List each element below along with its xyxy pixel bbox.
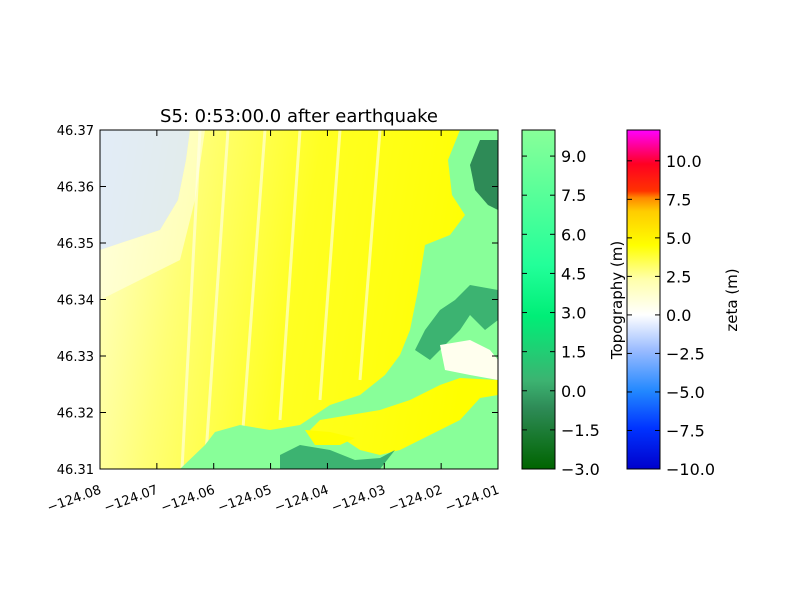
topography-colorbar-tick-label: 9.0 [561, 147, 586, 166]
land-east [180, 130, 498, 469]
zeta-colorbar: −10.0 −7.5 −5.0 −2.5 0.0 2.5 5.0 7.5 10.0 zeta (… [626, 129, 741, 479]
y-tick-label: 46.34 [57, 294, 94, 309]
land-channel [305, 430, 355, 445]
x-tick-label: −124.07 [102, 483, 160, 516]
offshore-transition [100, 130, 205, 300]
topography-colorbar-tick-label: 3.0 [561, 304, 586, 323]
map-plot [100, 130, 498, 469]
topography-colorbar-tick-label: −3.0 [561, 460, 600, 479]
wave-streaks [180, 130, 382, 469]
zeta-colorbar-tick-label: 0.0 [666, 306, 691, 325]
x-tick-label: −124.04 [273, 483, 331, 516]
land-lowland-south [280, 445, 395, 469]
x-tick-label: −124.05 [216, 483, 274, 516]
zeta-colorbar-tick-label: −7.5 [666, 421, 705, 440]
topography-colorbar-tick-label: 4.5 [561, 264, 586, 283]
x-tick-label: −124.01 [443, 483, 501, 516]
zeta-colorbar-tick-label: 10.0 [666, 152, 702, 171]
zeta-colorbar-tick-label: 2.5 [666, 267, 691, 286]
chart-title: S5: 0:53:00.0 after earthquake [160, 106, 438, 127]
zeta-colorbar-tick-label: −2.5 [666, 344, 705, 363]
zeta-colorbar-tick-label: 5.0 [666, 229, 691, 248]
y-tick-label: 46.31 [57, 463, 94, 478]
y-tick-label: 46.36 [57, 181, 94, 196]
y-tick-label: 46.33 [57, 350, 94, 365]
land-estuary-water [440, 340, 498, 380]
zeta-colorbar-tick-label: −5.0 [666, 383, 705, 402]
land-inlet [415, 285, 498, 360]
x-tick-label: −124.08 [45, 483, 103, 516]
offshore-low-zeta [100, 130, 190, 250]
zeta-colorbar-label: zeta (m) [723, 268, 741, 331]
y-tick-label: 46.35 [57, 237, 94, 252]
zeta-colorbar-tick-label: −10.0 [666, 460, 715, 479]
zeta-colorbar-tick-label: 7.5 [666, 190, 691, 209]
topography-colorbar-tick-label: −1.5 [561, 421, 600, 440]
x-tick-label: −124.06 [159, 483, 217, 516]
x-tick-label: −124.03 [330, 483, 388, 516]
zeta-colorbar-ticks: −10.0 −7.5 −5.0 −2.5 0.0 2.5 5.0 7.5 10.0 [627, 152, 715, 479]
topography-colorbar-tick-label: 6.0 [561, 225, 586, 244]
topography-colorbar-ticks: −3.0 −1.5 0.0 1.5 3.0 4.5 6.0 7.5 9.0 [522, 147, 600, 479]
topography-colorbar-tick-label: 0.0 [561, 382, 586, 401]
topography-colorbar-label: Topography (m) [608, 241, 626, 360]
y-axis: 46.31 46.32 46.33 46.34 46.35 46.36 46.37 [57, 124, 498, 478]
zeta-colorbar-gradient [626, 129, 661, 470]
topography-colorbar-tick-label: 1.5 [561, 343, 586, 362]
y-tick-label: 46.32 [57, 407, 94, 422]
topography-colorbar-tick-label: 7.5 [561, 186, 586, 205]
topography-colorbar-gradient [521, 129, 556, 470]
topography-colorbar: −3.0 −1.5 0.0 1.5 3.0 4.5 6.0 7.5 9.0 Topography… [521, 129, 626, 479]
land-east-lowland [470, 140, 498, 210]
y-tick-label: 46.37 [57, 124, 94, 139]
x-tick-label: −124.02 [386, 483, 444, 516]
